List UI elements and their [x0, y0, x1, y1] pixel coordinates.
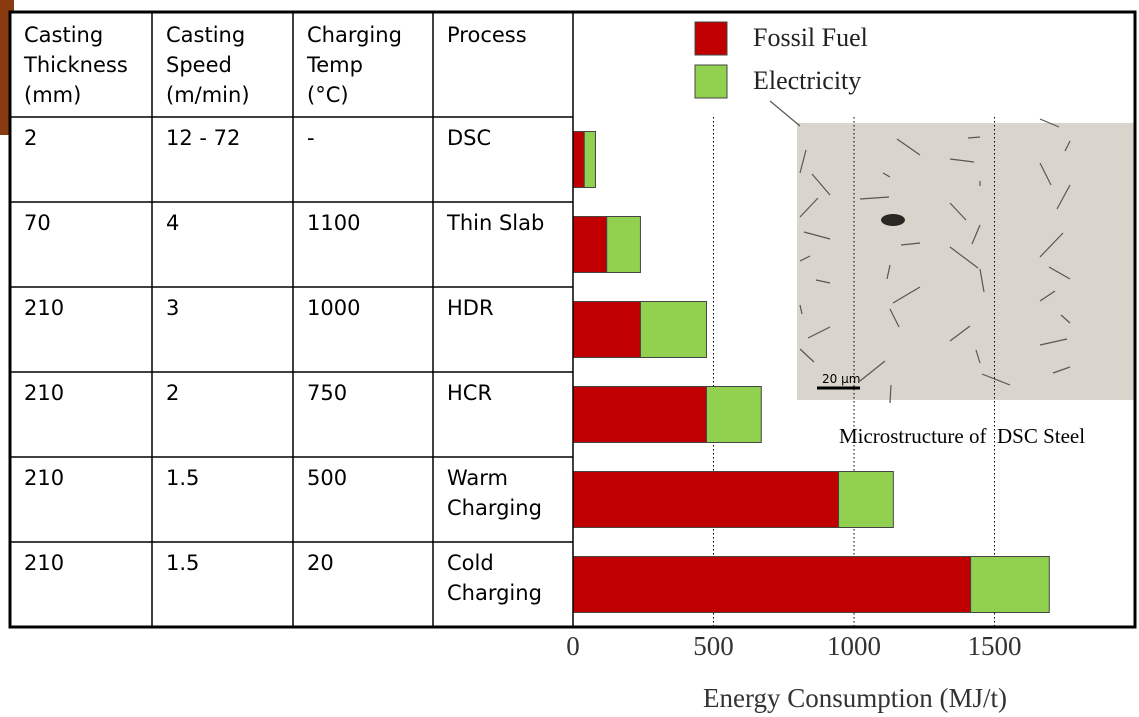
table-cell: 210 — [10, 287, 152, 372]
cell-text: 750 — [307, 378, 423, 408]
table-cell: 1100 — [293, 202, 433, 287]
cell-text: 1100 — [307, 208, 423, 238]
header-text: Charging — [307, 20, 433, 50]
x-tick-label: 500 — [693, 631, 734, 661]
photo-image — [797, 123, 1135, 400]
legend-swatch — [695, 22, 727, 55]
table-cell: Warm Charging — [433, 457, 573, 542]
x-tick-label: 1500 — [968, 631, 1022, 661]
cell-text: 2 — [166, 378, 283, 408]
header-text: (mm) — [24, 80, 152, 110]
x-axis-label: Energy Consumption (MJ/t) — [703, 683, 1007, 713]
cell-text: 210 — [24, 548, 142, 578]
cell-text: 500 — [307, 463, 423, 493]
bar — [573, 132, 584, 188]
cell-text: 1000 — [307, 293, 423, 323]
header-cell: Process — [433, 12, 573, 117]
legend-label: Electricity — [753, 66, 861, 95]
header-text: Casting — [166, 20, 293, 50]
header-text: Speed — [166, 50, 293, 80]
table-cell: 1000 — [293, 287, 433, 372]
table-cell: 12 - 72 — [152, 117, 293, 202]
cell-text: 20 — [307, 548, 423, 578]
cell-text: 12 - 72 — [166, 123, 283, 153]
table-cell: 210 — [10, 372, 152, 457]
header-text: Process — [447, 20, 573, 50]
table-cell: 2 — [10, 117, 152, 202]
cell-text: 210 — [24, 293, 142, 323]
cell-text: Cold Charging — [447, 548, 563, 608]
bar — [573, 217, 607, 273]
table-cell: 3 — [152, 287, 293, 372]
cell-text: DSC — [447, 123, 563, 153]
cell-text: 1.5 — [166, 548, 283, 578]
header-text: (°C) — [307, 80, 433, 110]
legend-label: Fossil Fuel — [753, 23, 868, 52]
bar — [971, 557, 1050, 613]
cell-text: 210 — [24, 463, 142, 493]
page: 20 µm 0 500 1000 1500 Microstructure of DSC S… — [0, 0, 1139, 717]
table-cell: Thin Slab — [433, 202, 573, 287]
x-tick-label: 0 — [566, 631, 580, 661]
table-cell: 20 — [293, 542, 433, 627]
table-cell: 500 — [293, 457, 433, 542]
bar — [640, 302, 706, 358]
header-text: Thickness — [24, 50, 152, 80]
cell-text: HCR — [447, 378, 563, 408]
bar — [573, 302, 640, 358]
table-cell: 1.5 — [152, 542, 293, 627]
photo-particle — [881, 214, 905, 226]
table-cell: HCR — [433, 372, 573, 457]
header-text: Casting — [24, 20, 152, 50]
table-cell: 2 — [152, 372, 293, 457]
cell-text: 4 — [166, 208, 283, 238]
table-cell: HDR — [433, 287, 573, 372]
bar — [839, 472, 894, 528]
cell-text: 1.5 — [166, 463, 283, 493]
bar — [573, 557, 971, 613]
photo: 20 µm — [770, 101, 1135, 403]
table-cell: DSC — [433, 117, 573, 202]
cell-text: - — [307, 123, 423, 153]
header-text: (m/min) — [166, 80, 293, 110]
bar — [584, 132, 595, 188]
cell-text: HDR — [447, 293, 563, 323]
scale-label: 20 µm — [822, 372, 860, 386]
table-cell: 210 — [10, 457, 152, 542]
cell-text: 210 — [24, 378, 142, 408]
bar — [573, 472, 839, 528]
cell-text: 2 — [24, 123, 142, 153]
header-text: Temp — [307, 50, 433, 80]
table-cell: 1.5 — [152, 457, 293, 542]
table-cell: 4 — [152, 202, 293, 287]
bar — [573, 387, 706, 443]
cell-text: 70 — [24, 208, 142, 238]
bar — [607, 217, 641, 273]
caption: Microstructure of DSC Steel — [839, 424, 1085, 448]
table-cell: 70 — [10, 202, 152, 287]
table-cell: Cold Charging — [433, 542, 573, 627]
legend-swatch — [695, 65, 727, 98]
cell-text: Warm Charging — [447, 463, 563, 523]
table-cell: - — [293, 117, 433, 202]
table-cell: 210 — [10, 542, 152, 627]
bar — [706, 387, 761, 443]
x-tick-label: 1000 — [827, 631, 881, 661]
cell-text: Thin Slab — [447, 208, 563, 238]
table-cell: 750 — [293, 372, 433, 457]
cell-text: 3 — [166, 293, 283, 323]
